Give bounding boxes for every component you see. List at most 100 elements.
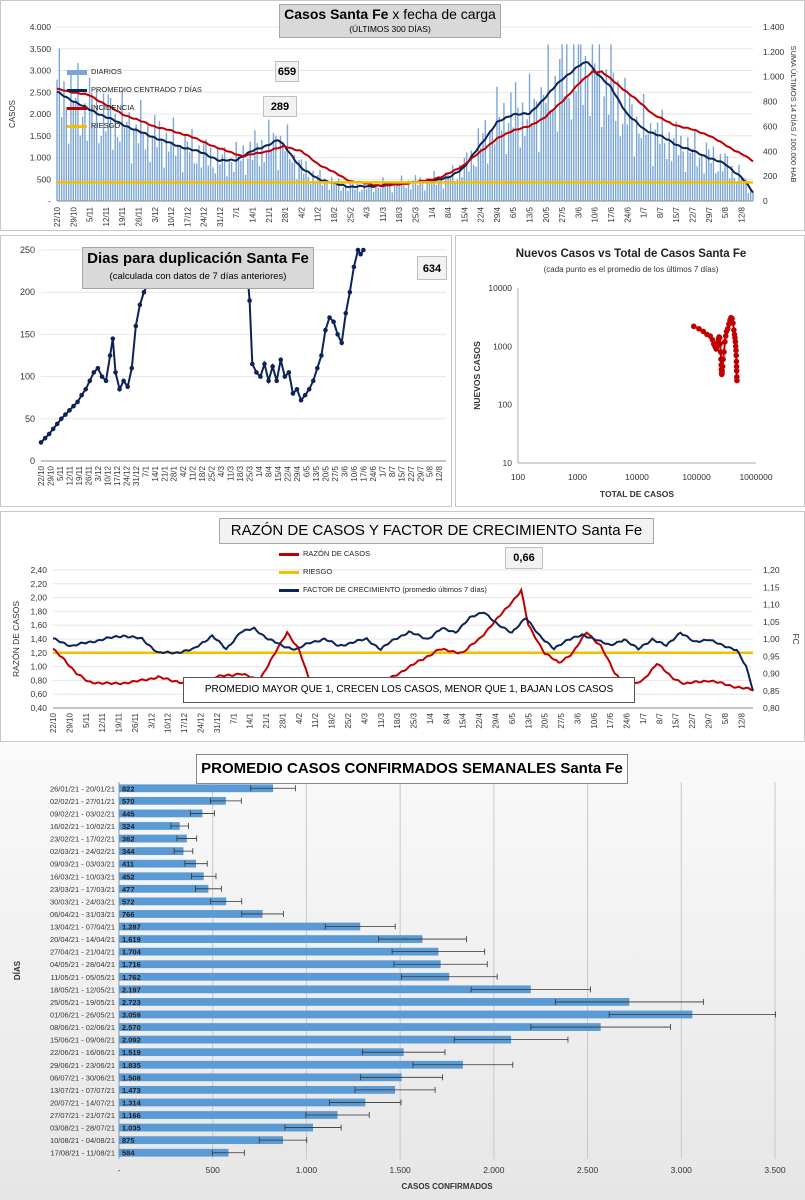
x-tick-label: 1.500 bbox=[390, 1165, 412, 1175]
weekly-bar bbox=[119, 947, 439, 956]
daily-bar bbox=[696, 166, 698, 201]
daily-bar bbox=[419, 177, 421, 201]
daily-bar bbox=[142, 132, 144, 201]
weekly-chart: - 500 1.000 1.500 2.000 2.500 3.000 3.500 26/01/… bbox=[13, 782, 786, 1191]
x-tick-label: 7/1 bbox=[229, 712, 238, 724]
daily-bar bbox=[279, 135, 282, 201]
x-tick-label: 21/1 bbox=[160, 465, 169, 481]
x-tick-label: 31/12 bbox=[213, 712, 222, 733]
doubling-point bbox=[319, 353, 324, 358]
daily-bar bbox=[701, 153, 703, 201]
daily-bar bbox=[675, 121, 677, 201]
daily-bar bbox=[412, 181, 414, 201]
daily-bar bbox=[435, 184, 438, 201]
daily-bar bbox=[484, 120, 487, 201]
x-tick-label: 27/5 bbox=[331, 465, 340, 481]
daily-bar bbox=[221, 154, 223, 201]
daily-bar bbox=[496, 86, 498, 201]
daily-bar bbox=[570, 119, 573, 201]
doubling-point bbox=[294, 386, 300, 392]
daily-bar bbox=[319, 170, 321, 201]
daily-bar bbox=[272, 132, 275, 201]
category-label: 02/03/21 - 24/02/21 bbox=[50, 847, 115, 856]
doubling-chart-subtitle: (calculada con datos de 7 días anteriore… bbox=[109, 271, 287, 282]
daily-bar bbox=[614, 120, 617, 201]
daily-bar bbox=[305, 160, 307, 201]
x-tick-label: 15/7 bbox=[397, 465, 406, 481]
daily-bar bbox=[121, 89, 123, 201]
x-tick-label: 1/7 bbox=[378, 465, 387, 477]
y2-axis-label: SUMA ÚLTIMOS 14 DÍAS / 100.000 HAB bbox=[789, 46, 798, 183]
legend-item-diarios: DIARIOS bbox=[67, 63, 202, 81]
weekly-chart-panel: - 500 1.000 1.500 2.000 2.500 3.000 3.500 26/01/… bbox=[0, 744, 805, 1200]
x-tick-label: 11/3 bbox=[377, 712, 386, 728]
daily-bar bbox=[461, 177, 463, 201]
doubling-point bbox=[358, 251, 363, 257]
daily-bar bbox=[747, 193, 750, 201]
scatter-point bbox=[731, 327, 737, 333]
value-label: 2.723 bbox=[122, 998, 141, 1007]
cases-chart-title-suffix: x fecha de carga bbox=[392, 6, 496, 22]
daily-bar bbox=[594, 63, 596, 201]
daily-bar bbox=[116, 137, 119, 201]
daily-bar bbox=[428, 183, 431, 201]
weekly-bar bbox=[119, 985, 531, 994]
daily-bar bbox=[445, 172, 447, 201]
x-tick-label: 22/4 bbox=[477, 206, 486, 222]
y2-tick-label: 1.200 bbox=[763, 47, 785, 57]
daily-bar bbox=[600, 126, 603, 201]
x-tick-label: 20/5 bbox=[542, 206, 551, 222]
weekly-bar bbox=[119, 796, 226, 805]
daily-bar bbox=[635, 116, 638, 201]
y2-tick-label: 1,10 bbox=[763, 600, 780, 610]
y2-tick-label: 0,90 bbox=[763, 669, 780, 679]
daily-bar bbox=[251, 159, 254, 201]
legend-item-razon: RAZÓN DE CASOS bbox=[279, 545, 487, 563]
y-axis-label: CASOS bbox=[8, 100, 17, 128]
daily-bar bbox=[456, 179, 459, 201]
daily-bar bbox=[326, 183, 328, 201]
value-label: 1.716 bbox=[122, 960, 141, 969]
x-tick-label: 22/7 bbox=[407, 465, 416, 481]
daily-bar bbox=[568, 97, 570, 201]
legend-item-riesgo-ratio: RIESGO bbox=[279, 563, 487, 581]
daily-bar bbox=[198, 145, 200, 201]
daily-bar bbox=[533, 98, 535, 201]
doubling-point bbox=[107, 353, 113, 358]
daily-bar bbox=[147, 125, 149, 201]
x-tick-label: 5/11 bbox=[82, 712, 91, 728]
x-tick-label: 18/2 bbox=[198, 465, 207, 481]
y-axis-label: RAZÓN DE CASOS bbox=[11, 601, 21, 677]
daily-bar bbox=[577, 44, 580, 202]
daily-bar bbox=[156, 147, 158, 201]
daily-bar bbox=[729, 178, 731, 201]
daily-bar bbox=[191, 129, 193, 201]
daily-bar bbox=[605, 69, 608, 201]
x-tick-label: 12/11 bbox=[102, 206, 111, 226]
value-label: 362 bbox=[122, 835, 135, 844]
daily-bar bbox=[656, 122, 659, 201]
scatter-point bbox=[732, 338, 739, 345]
scatter-point bbox=[719, 363, 726, 370]
doubling-point bbox=[310, 378, 316, 384]
daily-bar bbox=[698, 157, 701, 201]
y-tick-label: 500 bbox=[37, 174, 51, 184]
daily-bar bbox=[526, 119, 528, 201]
weekly-bar bbox=[119, 1148, 229, 1157]
daily-bar bbox=[335, 183, 338, 201]
x-tick-label: 4/2 bbox=[297, 206, 306, 218]
daily-bar bbox=[333, 183, 335, 201]
x-tick-label: 18/3 bbox=[236, 465, 245, 481]
daily-bar bbox=[687, 137, 689, 201]
daily-bar bbox=[736, 180, 738, 201]
category-label: 18/05/21 - 12/05/21 bbox=[50, 985, 115, 994]
weekly-bar bbox=[119, 784, 274, 793]
daily-bar bbox=[610, 44, 612, 202]
scatter-point bbox=[724, 325, 731, 332]
x-tick-label: 5/11 bbox=[56, 465, 65, 481]
doubling-point bbox=[361, 247, 366, 253]
category-label: 30/03/21 - 24/03/21 bbox=[50, 897, 115, 906]
x-tick-label: 18/3 bbox=[393, 712, 402, 728]
legend-item-fc: FACTOR DE CRECIMIENTO (promedio últimos … bbox=[279, 581, 487, 599]
value-label: 822 bbox=[122, 784, 135, 793]
